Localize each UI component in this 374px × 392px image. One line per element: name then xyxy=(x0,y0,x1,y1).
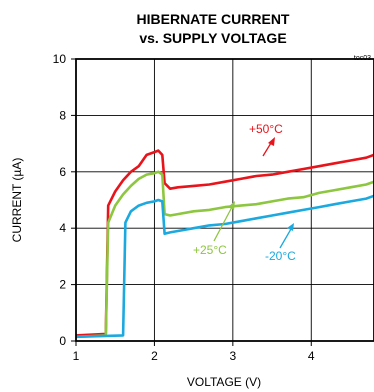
chart-subtitle: vs. SUPPLY VOLTAGE xyxy=(139,30,286,46)
x-tick-label: 4 xyxy=(308,349,315,363)
annotation-arrowhead-plus-25c xyxy=(228,201,235,210)
x-axis-label: VOLTAGE (V) xyxy=(187,375,261,389)
annotation-arrow-minus-20c xyxy=(279,228,292,249)
annotation-arrowhead-minus-20c xyxy=(287,223,294,231)
series-line-1 xyxy=(75,170,374,339)
annotation-plus-50c: +50°C xyxy=(249,122,283,136)
x-tick-label: 2 xyxy=(151,349,158,363)
annotation-arrow-plus-25c xyxy=(213,206,233,242)
x-tick-labels: 1 2 3 4 xyxy=(73,349,315,363)
series-line-0 xyxy=(75,149,374,337)
y-tick-label: 0 xyxy=(59,334,66,348)
annotation-arrowhead-plus-50c xyxy=(268,137,275,146)
x-tick-label: 1 xyxy=(73,349,80,363)
y-axis-label: CURRENT (µA) xyxy=(10,158,24,243)
y-tick-label: 10 xyxy=(53,52,67,66)
x-tick-label: 3 xyxy=(229,349,236,363)
annotation-plus-25c: +25°C xyxy=(193,243,227,257)
plot-frame xyxy=(75,58,374,342)
y-tick-label: 6 xyxy=(59,165,66,179)
series-line-2 xyxy=(75,194,374,339)
annotation-minus-20c: -20°C xyxy=(265,249,296,263)
y-tick-label: 8 xyxy=(59,108,66,122)
y-tick-labels: 0 2 4 6 8 10 xyxy=(53,52,67,348)
series-lines xyxy=(75,149,374,339)
annotation-arrow-plus-50c xyxy=(262,142,272,157)
y-tick-label: 4 xyxy=(59,221,66,235)
y-tick-label: 2 xyxy=(59,278,66,292)
chart-title: HIBERNATE CURRENT xyxy=(137,11,290,27)
